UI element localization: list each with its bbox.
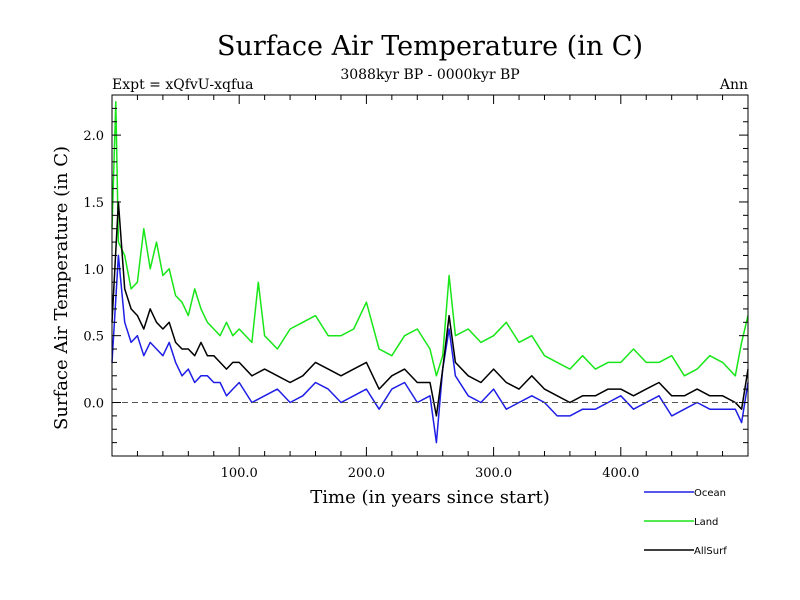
y-tick-label: 1.0 (83, 263, 104, 278)
axis-layer: 100.0 200.0 300.0 400.0 0.0 0.5 1.0 1.5 2.0 (83, 95, 748, 481)
legend: Ocean Land AllSurf (644, 488, 727, 557)
chart-title: Surface Air Temperature (in C) (217, 31, 643, 62)
series-line-land (111, 100, 749, 377)
y-tick-label: 2.0 (83, 129, 104, 144)
chart-subtitle: 3088kyr BP - 0000kyr BP (340, 67, 519, 83)
season-label: Ann (719, 77, 748, 93)
experiment-label: Expt = xQfvU-xqfua (112, 77, 253, 93)
legend-label-allsurf: AllSurf (694, 546, 727, 557)
y-tick-label: 0.0 (83, 397, 104, 412)
y-tick-label: 0.5 (83, 330, 104, 345)
legend-label-land: Land (694, 517, 718, 528)
x-axis-label: Time (in years since start) (310, 487, 550, 508)
legend-label-ocean: Ocean (694, 488, 726, 499)
x-tick-label: 400.0 (602, 466, 639, 481)
x-tick-label: 200.0 (348, 466, 385, 481)
series-layer (111, 100, 749, 444)
y-tick-label: 1.5 (83, 196, 104, 211)
x-tick-label: 100.0 (221, 466, 258, 481)
plot-frame (111, 94, 749, 457)
y-axis-label: Surface Air Temperature (in C) (51, 146, 72, 430)
x-tick-label: 300.0 (475, 466, 512, 481)
series-line-allsurf (111, 201, 749, 417)
